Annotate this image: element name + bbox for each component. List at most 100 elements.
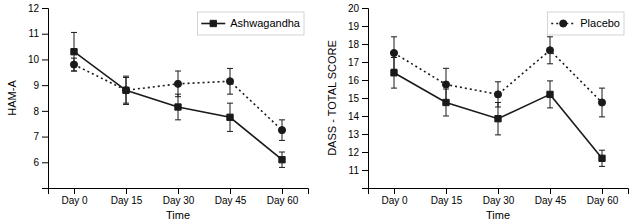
y-tick: 20 bbox=[348, 3, 368, 14]
x-tick: Day 45 bbox=[535, 188, 567, 206]
tick-mark bbox=[42, 8, 48, 9]
series-line bbox=[74, 52, 282, 160]
axis-line bbox=[369, 189, 629, 195]
error-bar bbox=[547, 81, 553, 108]
legend-swatch-marker bbox=[210, 20, 216, 26]
x-tick-label: Day 0 bbox=[61, 195, 88, 206]
x-axis-title: Time bbox=[486, 209, 510, 221]
marker bbox=[598, 99, 605, 106]
y-tick-label: 9 bbox=[33, 80, 39, 91]
x-tick: Day 30 bbox=[483, 188, 515, 206]
y-tick: 9 bbox=[33, 80, 48, 91]
x-tick: Day 0 bbox=[61, 188, 88, 206]
y-tick-label: 17 bbox=[348, 57, 360, 68]
panel: Day 0Day 15Day 30Day 45Day 606789101112T… bbox=[6, 3, 309, 221]
tick-mark bbox=[602, 188, 603, 194]
legend-label: Placebo bbox=[580, 17, 620, 29]
x-tick: Day 15 bbox=[431, 188, 463, 206]
legend-box bbox=[197, 12, 304, 35]
marker bbox=[174, 80, 181, 87]
x-tick-label: Day 45 bbox=[215, 195, 247, 206]
tick-mark bbox=[42, 34, 48, 35]
y-tick-label: 6 bbox=[33, 157, 39, 168]
y-tick-label: 7 bbox=[33, 131, 39, 142]
y-tick: 7 bbox=[33, 131, 48, 142]
marker bbox=[390, 49, 397, 56]
series bbox=[390, 37, 605, 117]
tick-mark bbox=[42, 85, 48, 86]
axis-line bbox=[362, 9, 369, 189]
y-tick-label: 15 bbox=[348, 93, 360, 104]
x-tick-label: Day 60 bbox=[267, 195, 299, 206]
y-tick-label: 14 bbox=[348, 111, 360, 122]
error-bar bbox=[227, 68, 233, 94]
axis-line bbox=[49, 189, 309, 195]
series bbox=[71, 32, 285, 167]
marker bbox=[123, 87, 129, 93]
error-bar bbox=[227, 103, 233, 131]
error-bar bbox=[599, 150, 605, 166]
error-bar bbox=[175, 94, 181, 120]
legend-swatch-marker bbox=[560, 20, 567, 27]
series bbox=[391, 58, 605, 167]
y-tick: 12 bbox=[28, 3, 48, 14]
y-tick-label: 16 bbox=[348, 75, 360, 86]
error-bar bbox=[443, 68, 449, 100]
tick-mark bbox=[42, 137, 48, 138]
marker bbox=[226, 78, 233, 85]
marker bbox=[494, 91, 501, 98]
chart-svg: Day 0Day 15Day 30Day 45Day 606789101112T… bbox=[0, 0, 640, 224]
tick-mark bbox=[362, 134, 368, 135]
marker bbox=[71, 49, 77, 55]
panel: Day 0Day 15Day 30Day 45Day 6011121314151… bbox=[326, 3, 629, 221]
x-tick-label: Day 45 bbox=[535, 195, 567, 206]
x-tick-label: Day 0 bbox=[381, 195, 408, 206]
tick-mark bbox=[362, 8, 368, 9]
y-tick: 15 bbox=[348, 93, 368, 104]
x-tick: Day 60 bbox=[267, 188, 299, 206]
y-tick: 10 bbox=[28, 54, 48, 65]
y-tick: 18 bbox=[348, 39, 368, 50]
tick-mark bbox=[74, 188, 75, 194]
y-tick-label: 20 bbox=[348, 3, 360, 14]
tick-mark bbox=[42, 59, 48, 60]
error-bar bbox=[391, 37, 397, 69]
error-bar bbox=[71, 58, 77, 71]
x-tick: Day 30 bbox=[163, 188, 195, 206]
y-tick: 16 bbox=[348, 75, 368, 86]
x-axis: Day 0 Day 15 Day 30 Day 45 Day 60 bbox=[369, 188, 629, 206]
marker bbox=[546, 47, 553, 54]
y-tick: 6 bbox=[33, 157, 48, 168]
chart-container: Day 0Day 15Day 30Day 45Day 606789101112T… bbox=[0, 0, 640, 224]
tick-mark bbox=[446, 188, 447, 194]
error-bar bbox=[123, 77, 129, 103]
x-tick-label: Day 15 bbox=[111, 195, 143, 206]
legend-box bbox=[547, 12, 624, 35]
error-bar bbox=[175, 71, 181, 97]
tick-mark bbox=[362, 170, 368, 171]
tick-mark bbox=[362, 26, 368, 27]
marker bbox=[279, 157, 285, 163]
axis-line bbox=[42, 9, 49, 189]
x-tick: Day 0 bbox=[381, 188, 408, 206]
y-axis: 11121314151617181920 bbox=[348, 3, 369, 189]
tick-mark bbox=[550, 188, 551, 194]
x-tick: Day 45 bbox=[215, 188, 247, 206]
y-tick: 12 bbox=[348, 147, 368, 158]
error-bar bbox=[547, 37, 553, 64]
y-tick: 17 bbox=[348, 57, 368, 68]
y-tick-label: 11 bbox=[349, 165, 360, 176]
series-line bbox=[74, 65, 282, 131]
x-axis-title: Time bbox=[166, 209, 190, 221]
x-tick: Day 15 bbox=[111, 188, 143, 206]
y-tick-label: 12 bbox=[28, 3, 40, 14]
series-line bbox=[394, 73, 602, 159]
x-axis: Day 0 Day 15 Day 30 Day 45 Day 60 bbox=[49, 188, 309, 206]
marker bbox=[227, 114, 233, 120]
x-tick-label: Day 60 bbox=[587, 195, 619, 206]
tick-mark bbox=[498, 188, 499, 194]
tick-mark bbox=[362, 98, 368, 99]
y-axis-title: HAM-A bbox=[6, 80, 18, 116]
error-bar bbox=[599, 88, 605, 117]
error-bar bbox=[495, 82, 501, 107]
